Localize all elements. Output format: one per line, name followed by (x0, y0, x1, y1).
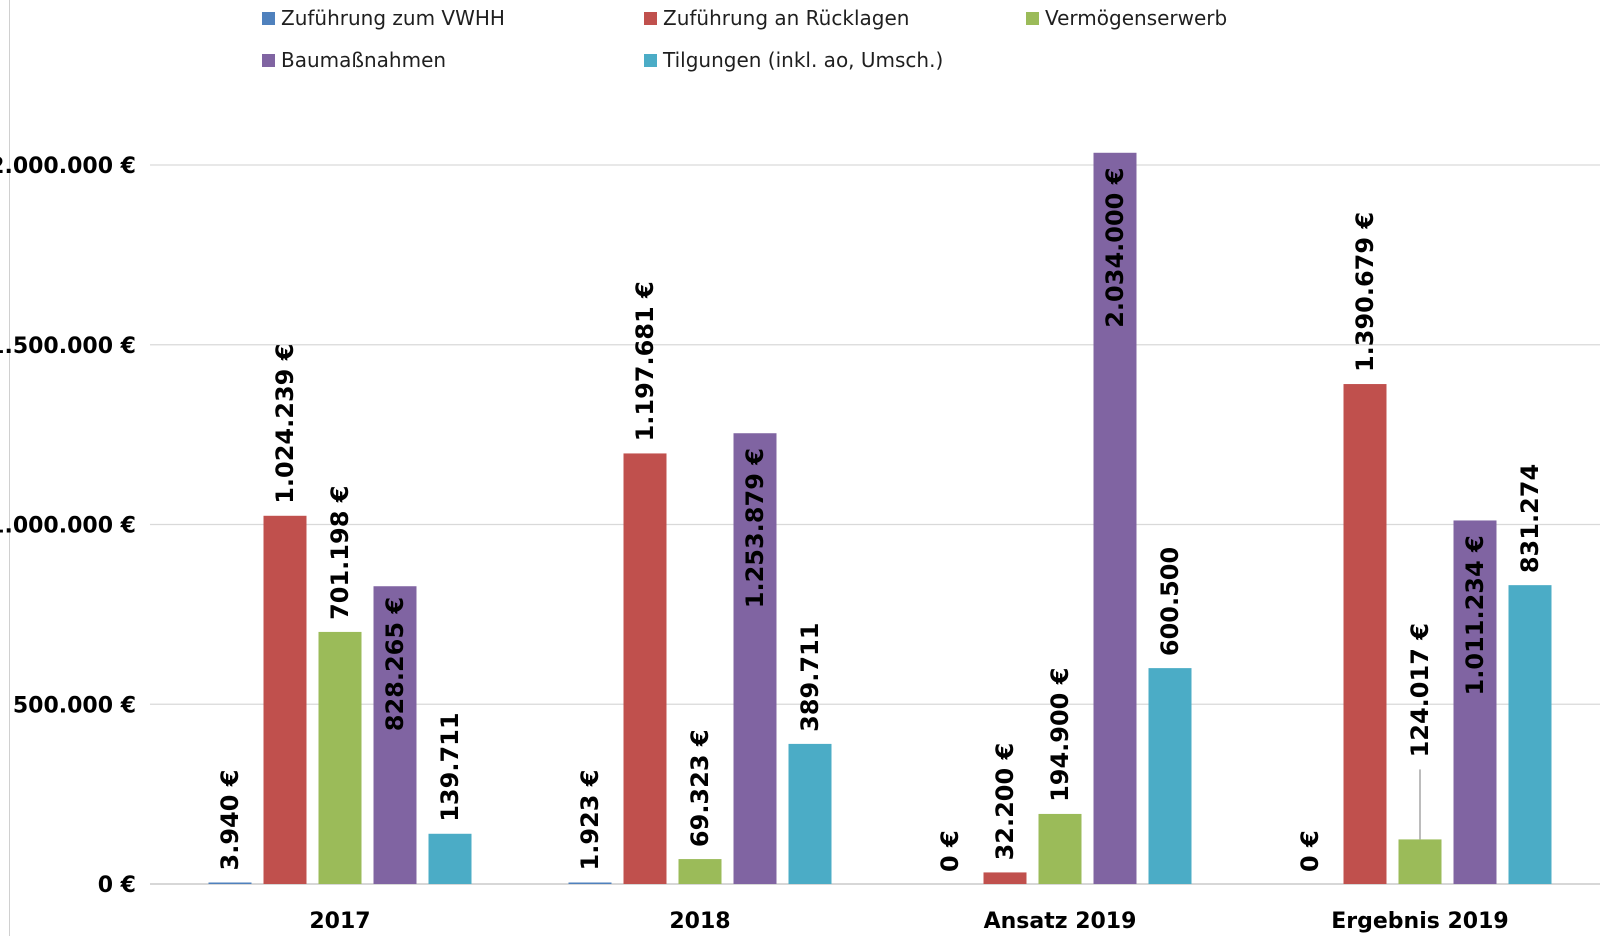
bar (1343, 384, 1387, 884)
legend-swatch (644, 53, 657, 67)
legend-swatch (1026, 11, 1039, 25)
y-tick-label: 2.000.000 € (0, 154, 136, 179)
bar (1508, 585, 1552, 884)
legend-item-vermoegenserwerb: Vermögenserwerb (1026, 6, 1227, 30)
legend-swatch (644, 11, 657, 25)
bar (1148, 668, 1192, 884)
legend-item-baumassnahmen: Baumaßnahmen (262, 48, 446, 72)
data-label: 69.323 € (686, 729, 714, 847)
y-tick-label: 0 € (98, 873, 136, 898)
legend-label: Tilgungen (inkl. ao, Umsch.) (663, 48, 944, 72)
data-label: 32.200 € (991, 743, 1019, 861)
data-label: 139.711 (436, 712, 464, 821)
bar (428, 833, 472, 884)
data-label: 1.923 € (576, 770, 604, 871)
x-tick-label: Ergebnis 2019 (1331, 909, 1508, 934)
bar (373, 586, 417, 884)
bar (568, 882, 612, 884)
bar (733, 433, 777, 884)
bar (263, 515, 307, 884)
y-tick-label: 1.000.000 € (0, 514, 136, 539)
legend-label: Baumaßnahmen (281, 48, 447, 72)
legend-label: Vermögenserwerb (1045, 6, 1228, 30)
bar (208, 882, 252, 884)
legend-label: Zuführung zum VWHH (281, 6, 505, 30)
data-label: 828.265 € (381, 597, 409, 731)
data-label: 1.253.879 € (741, 448, 769, 608)
bar (788, 743, 832, 884)
bar (623, 453, 667, 884)
data-label: 2.034.000 € (1101, 168, 1129, 328)
data-label: 0 € (936, 830, 964, 872)
x-tick-label: 2018 (669, 909, 730, 934)
legend-item-zufuehrung-ruecklagen: Zuführung an Rücklagen (644, 6, 909, 30)
data-label: 194.900 € (1046, 668, 1074, 802)
legend-swatch (262, 11, 275, 25)
bar (1093, 152, 1137, 885)
bar (1038, 813, 1082, 884)
data-label: 1.011.234 € (1461, 535, 1489, 695)
data-label: 389.711 (796, 623, 824, 732)
legend-item-zufuehrung-vwhh: Zuführung zum VWHH (262, 6, 505, 30)
y-tick-label: 500.000 € (13, 693, 136, 718)
y-tick-label: 1.500.000 € (0, 334, 136, 359)
data-label: 1.197.681 € (631, 281, 659, 441)
legend-label: Zuführung an Rücklagen (663, 6, 910, 30)
bar (678, 859, 722, 884)
data-label: 701.198 € (326, 486, 354, 620)
data-label: 0 € (1296, 830, 1324, 872)
legend-swatch (262, 53, 275, 67)
bar (1398, 839, 1442, 884)
data-label: 1.024.239 € (271, 344, 299, 504)
data-label: 3.940 € (216, 770, 244, 871)
x-tick-label: Ansatz 2019 (984, 909, 1137, 934)
data-label: 831.274 (1516, 464, 1544, 573)
data-label: 600.500 (1156, 547, 1184, 656)
data-label: 124.017 € (1406, 623, 1434, 757)
chart-left-border (9, 0, 10, 936)
bar (318, 631, 362, 884)
legend-item-tilgungen: Tilgungen (inkl. ao, Umsch.) (644, 48, 943, 72)
bar (983, 872, 1027, 884)
x-tick-label: 2017 (309, 909, 370, 934)
bar (1453, 520, 1497, 884)
data-label: 1.390.679 € (1351, 212, 1379, 372)
